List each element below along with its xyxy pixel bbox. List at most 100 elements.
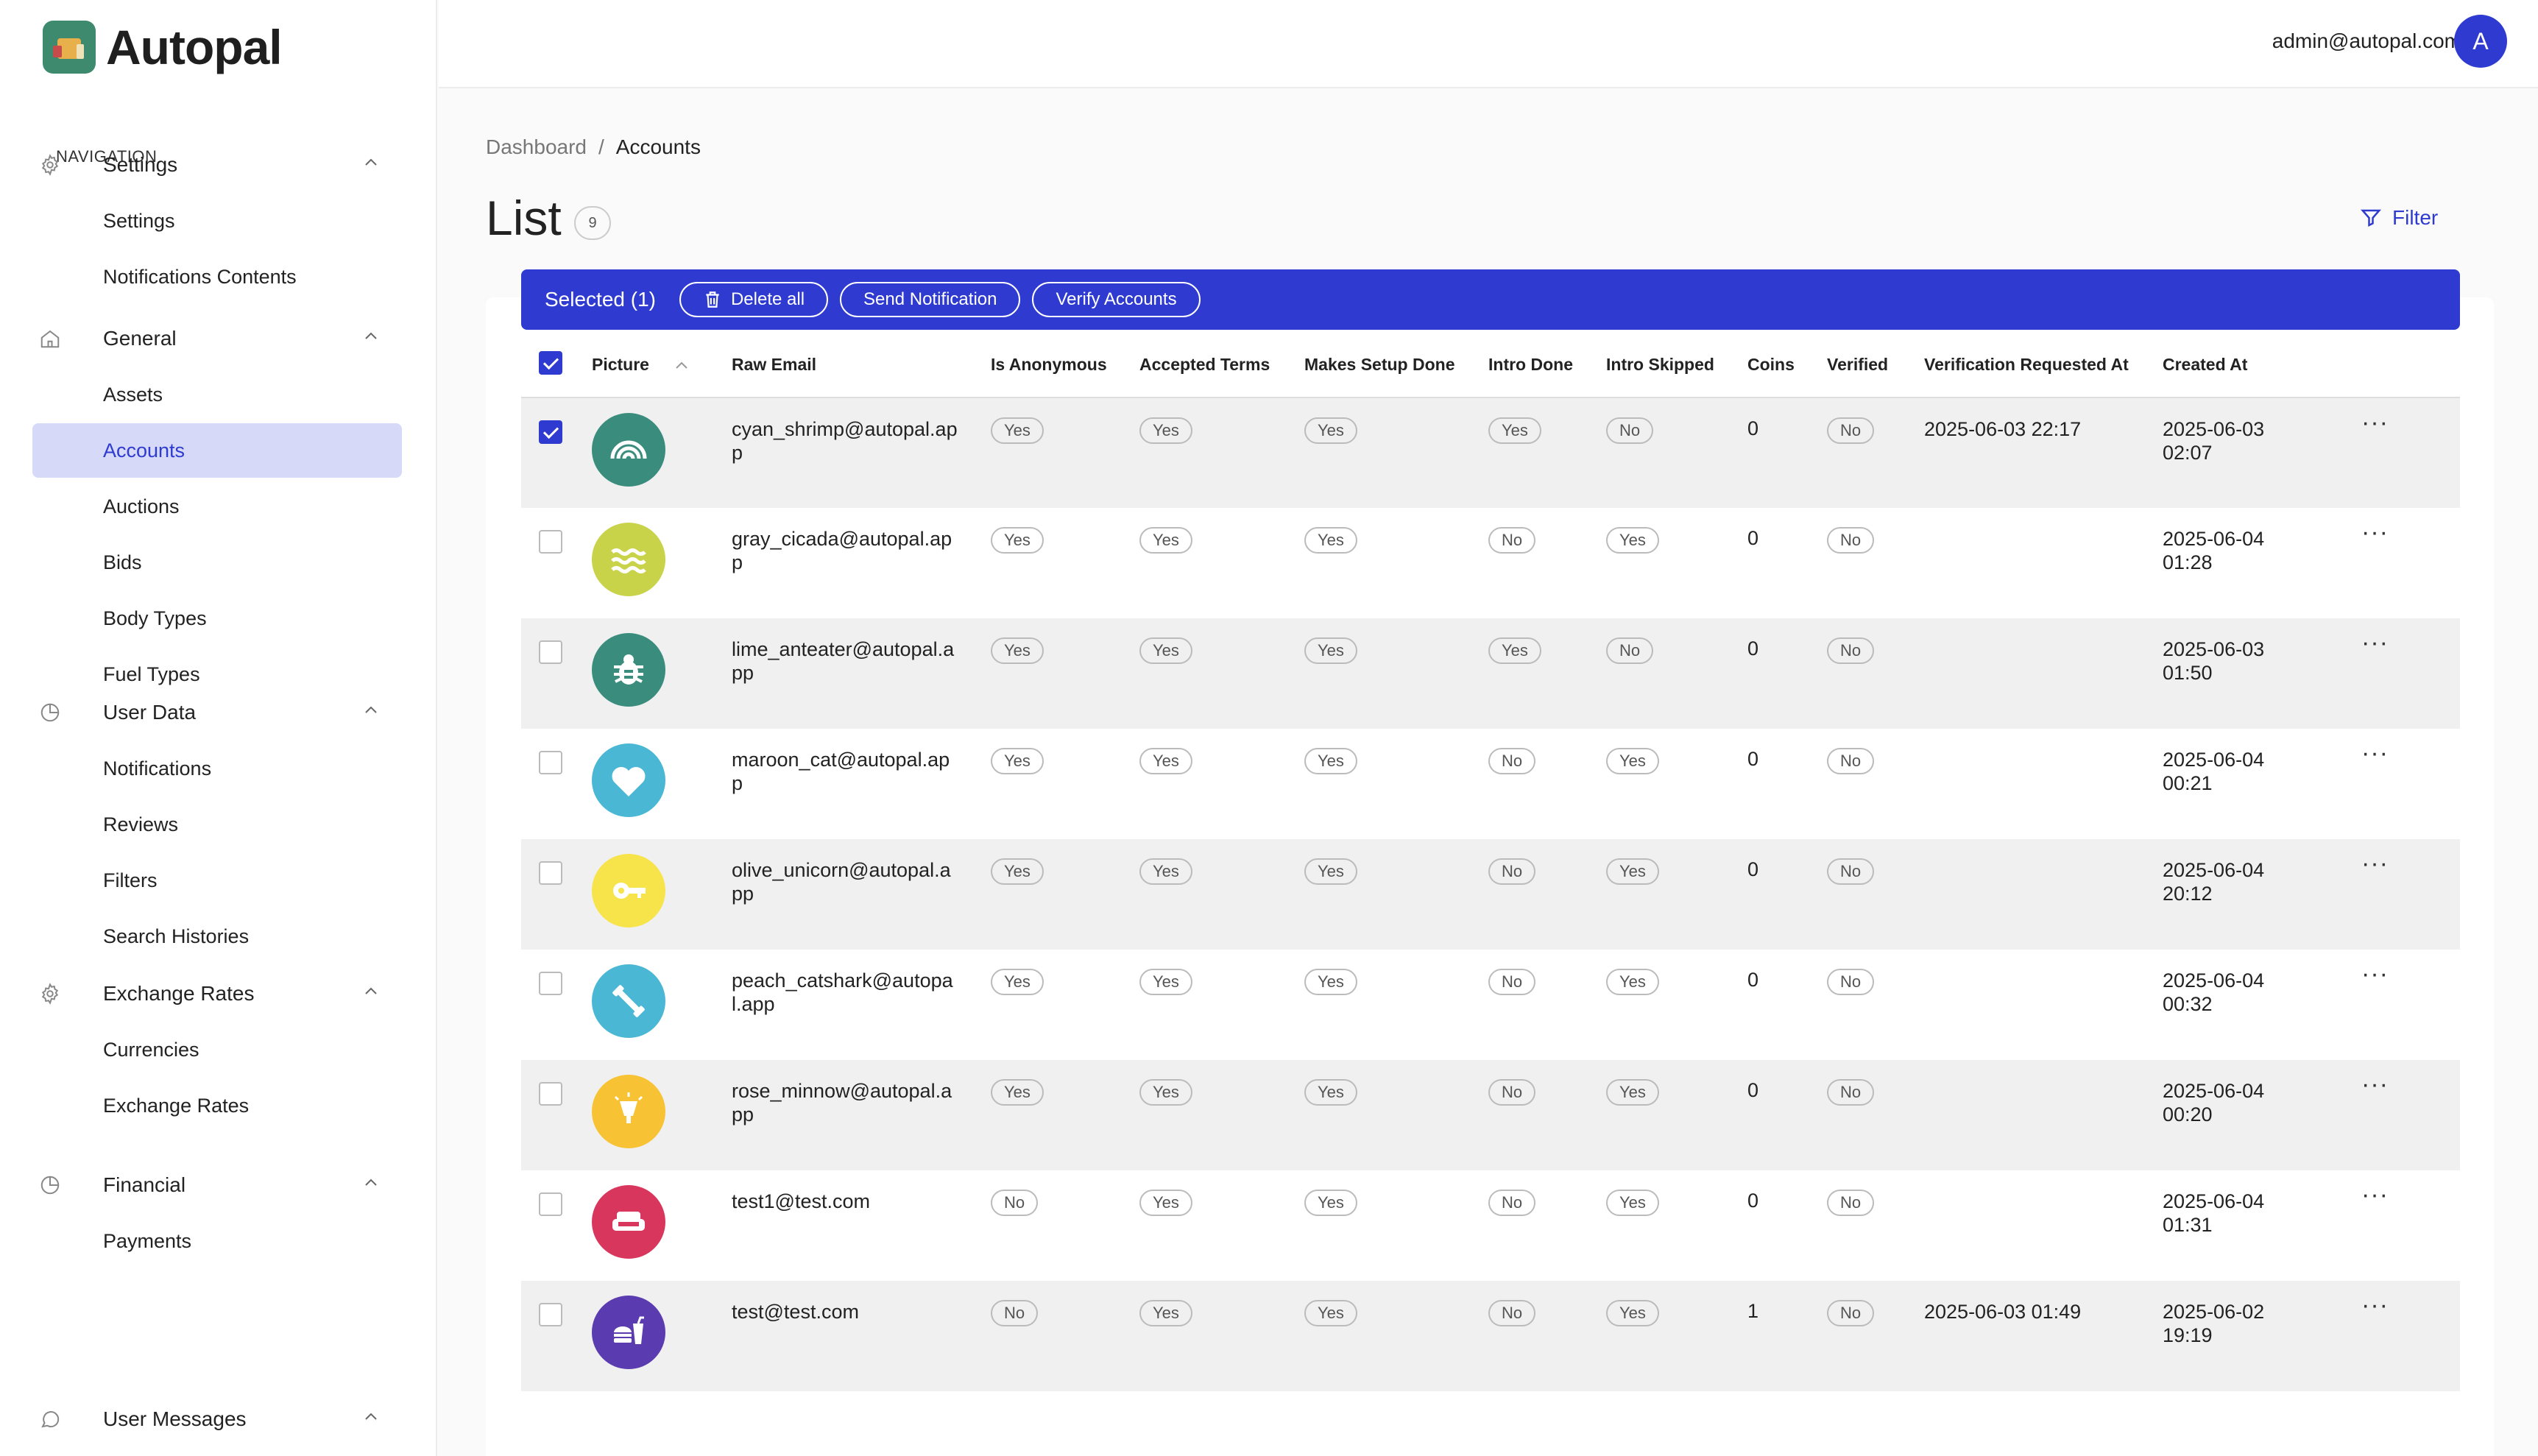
sidebar-item-auctions[interactable]: Auctions	[103, 495, 180, 517]
verification-requested-at	[1924, 950, 2163, 1060]
sidebar-item-filters[interactable]: Filters	[103, 869, 158, 891]
verify-accounts-button[interactable]: Verify Accounts	[1032, 282, 1201, 317]
column-intro-done[interactable]: Intro Done	[1488, 355, 1573, 374]
accepted-terms-badge: Yes	[1139, 748, 1192, 774]
table-row[interactable]: olive_unicorn@autopal.app Yes Yes Yes No…	[521, 839, 2460, 950]
column-makes-setup-done[interactable]: Makes Setup Done	[1304, 355, 1455, 374]
row-actions-button[interactable]: ···	[2361, 960, 2389, 988]
column-verified[interactable]: Verified	[1827, 355, 1889, 374]
row-checkbox[interactable]	[539, 751, 562, 774]
raw-email: lime_anteater@autopal.app	[732, 638, 955, 684]
sidebar-item-accounts[interactable]: Accounts	[32, 423, 402, 478]
nav-group-label: User Data	[103, 701, 197, 724]
row-checkbox[interactable]	[539, 1082, 562, 1106]
created-at: 2025-06-03 02:07	[2163, 397, 2361, 508]
created-date: 2025-06-04	[2163, 528, 2265, 550]
heart-icon	[605, 757, 652, 804]
sidebar-item-assets[interactable]: Assets	[103, 383, 163, 406]
sidebar-item-bids[interactable]: Bids	[103, 551, 142, 573]
row-actions-button[interactable]: ···	[2361, 1181, 2389, 1209]
sidebar-item-notifications-contents[interactable]: Notifications Contents	[103, 265, 297, 288]
row-actions-button[interactable]: ···	[2361, 1291, 2389, 1319]
table-row[interactable]: rose_minnow@autopal.app Yes Yes Yes No Y…	[521, 1060, 2460, 1170]
accounts-table: Picture Raw Email Is Anonymous Accepted …	[521, 333, 2460, 1391]
breadcrumb-current: Accounts	[615, 135, 701, 158]
select-all-checkbox[interactable]	[539, 350, 562, 375]
nav-group-exchange-rates[interactable]: Exchange Rates	[32, 968, 400, 1019]
column-intro-skipped[interactable]: Intro Skipped	[1606, 355, 1714, 374]
verified-badge: No	[1827, 1079, 1875, 1106]
sidebar-item-fuel-types[interactable]: Fuel Types	[103, 662, 200, 685]
row-checkbox[interactable]	[539, 640, 562, 664]
nav-group-general[interactable]: General	[32, 313, 400, 364]
row-actions-button[interactable]: ···	[2361, 629, 2389, 657]
column-created-at[interactable]: Created At	[2163, 355, 2248, 374]
gear-icon	[32, 983, 68, 1005]
sidebar-item-exchange-rates[interactable]: Exchange Rates	[103, 1094, 250, 1117]
raw-email: maroon_cat@autopal.app	[732, 749, 950, 794]
sidebar-item-notifications[interactable]: Notifications	[103, 757, 212, 780]
nav-group-user-messages[interactable]: User Messages	[32, 1393, 400, 1445]
row-actions-button[interactable]: ···	[2361, 849, 2389, 877]
sidebar-item-reviews[interactable]: Reviews	[103, 813, 179, 835]
row-actions-button[interactable]: ···	[2361, 409, 2389, 437]
sidebar-item-body-types[interactable]: Body Types	[103, 607, 207, 629]
column-is-anonymous[interactable]: Is Anonymous	[991, 355, 1107, 374]
nav-group-label: General	[103, 327, 177, 350]
filter-button[interactable]: Filter	[2360, 206, 2438, 230]
column-accepted-terms[interactable]: Accepted Terms	[1139, 355, 1270, 374]
intro-skipped-badge: Yes	[1606, 969, 1659, 995]
setup-done-badge: Yes	[1304, 748, 1357, 774]
row-actions-button[interactable]: ···	[2361, 1070, 2389, 1098]
sidebar-item-settings[interactable]: Settings	[103, 209, 175, 232]
row-actions-button[interactable]: ···	[2361, 739, 2389, 767]
column-coins[interactable]: Coins	[1747, 355, 1795, 374]
row-actions-button[interactable]: ···	[2361, 518, 2389, 546]
sidebar-item-payments[interactable]: Payments	[103, 1229, 192, 1252]
table-row[interactable]: gray_cicada@autopal.app Yes Yes Yes No Y…	[521, 508, 2460, 618]
key-icon	[605, 867, 652, 914]
intro-done-badge: No	[1488, 527, 1536, 554]
table-row[interactable]: peach_catshark@autopal.app Yes Yes Yes N…	[521, 950, 2460, 1060]
table-row[interactable]: cyan_shrimp@autopal.app Yes Yes Yes Yes …	[521, 397, 2460, 508]
filter-icon	[2360, 209, 2382, 227]
nav-heading: NAVIGATION	[56, 147, 158, 166]
coins-value: 0	[1747, 969, 1759, 991]
column-verification-requested-at[interactable]: Verification Requested At	[1924, 355, 2129, 374]
bug-icon	[605, 646, 652, 693]
table-row[interactable]: maroon_cat@autopal.app Yes Yes Yes No Ye…	[521, 729, 2460, 839]
raw-email: test1@test.com	[732, 1190, 870, 1212]
setup-done-badge: Yes	[1304, 969, 1357, 995]
is-anonymous-badge: Yes	[991, 637, 1044, 664]
row-checkbox[interactable]	[539, 530, 562, 554]
intro-skipped-badge: Yes	[1606, 858, 1659, 885]
coins-value: 0	[1747, 417, 1759, 439]
row-checkbox[interactable]	[539, 1303, 562, 1326]
nav-group-label: Settings	[103, 153, 178, 176]
table-body: cyan_shrimp@autopal.app Yes Yes Yes Yes …	[521, 397, 2460, 1391]
row-checkbox[interactable]	[539, 861, 562, 885]
breadcrumb-dashboard[interactable]: Dashboard	[486, 135, 587, 158]
lamp-icon	[605, 1088, 652, 1135]
send-notification-button[interactable]: Send Notification	[840, 282, 1021, 317]
table-row[interactable]: test1@test.com No Yes Yes No Yes 0 No 20…	[521, 1170, 2460, 1281]
column-picture[interactable]: Picture	[592, 333, 732, 397]
nav-group-user-data[interactable]: User Data	[32, 687, 400, 738]
intro-skipped-badge: No	[1606, 417, 1654, 444]
table-row[interactable]: lime_anteater@autopal.app Yes Yes Yes Ye…	[521, 618, 2460, 729]
sidebar-item-currencies[interactable]: Currencies	[103, 1038, 199, 1061]
coins-value: 0	[1747, 748, 1759, 770]
sidebar-item-search-histories[interactable]: Search Histories	[103, 925, 250, 947]
nav-group-settings[interactable]: Settings	[32, 139, 400, 191]
created-time: 01:28	[2163, 551, 2213, 573]
nav-group-financial[interactable]: Financial	[32, 1159, 400, 1211]
avatar[interactable]: A	[2454, 15, 2507, 68]
column-raw-email[interactable]: Raw Email	[732, 355, 817, 374]
row-checkbox[interactable]	[539, 420, 562, 444]
table-row[interactable]: test@test.com No Yes Yes No Yes 1 No 202…	[521, 1281, 2460, 1391]
gear-icon	[32, 154, 68, 176]
delete-all-button[interactable]: Delete all	[679, 282, 829, 317]
row-checkbox[interactable]	[539, 972, 562, 995]
row-checkbox[interactable]	[539, 1192, 562, 1216]
brand[interactable]: Autopal	[43, 19, 283, 75]
